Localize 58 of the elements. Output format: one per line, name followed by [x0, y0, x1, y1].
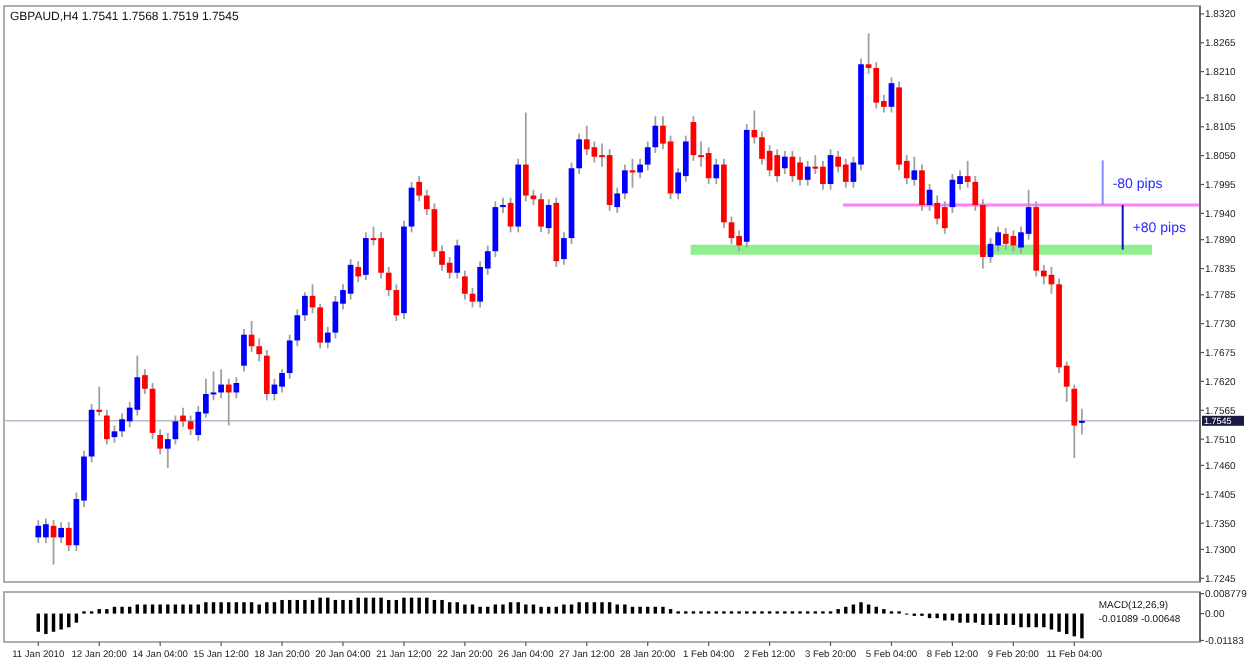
candlestick [820, 160, 826, 191]
candlestick [995, 225, 1001, 253]
candlestick [705, 146, 712, 185]
candlestick [462, 269, 468, 301]
candlestick [835, 150, 842, 174]
candlestick [919, 163, 925, 212]
candlestick [157, 428, 164, 456]
candlestick [637, 157, 643, 180]
candlestick [164, 431, 171, 469]
candlestick [35, 519, 42, 545]
candlestick [263, 349, 270, 402]
candlestick [591, 140, 598, 164]
candlestick [1079, 407, 1085, 436]
candlestick [218, 368, 224, 400]
candlestick [941, 200, 948, 235]
candlestick [713, 157, 720, 185]
candlestick [355, 260, 362, 284]
candlestick [65, 521, 72, 552]
candlestick [759, 130, 765, 166]
candlestick [256, 337, 263, 363]
candlestick [583, 124, 590, 157]
candlestick [1002, 227, 1009, 251]
candlestick [439, 244, 445, 272]
candlestick [119, 412, 125, 438]
candlestick [423, 188, 430, 216]
candlestick [736, 229, 742, 253]
candlestick [103, 408, 110, 446]
candlestick [842, 157, 849, 189]
candlestick [210, 370, 217, 402]
candlestick [1040, 263, 1047, 286]
candlestick [576, 132, 582, 175]
candlestick [180, 406, 186, 428]
candlestick [279, 368, 285, 394]
candlestick [43, 517, 49, 545]
candlestick [934, 194, 941, 226]
candlestick [804, 160, 811, 187]
candlestick [522, 111, 529, 203]
candlestick [781, 150, 788, 175]
candlestick [378, 231, 384, 280]
candlestick [545, 198, 552, 235]
candlestick [96, 385, 103, 417]
candlestick [622, 163, 628, 201]
candlestick [500, 196, 506, 214]
candlestick [911, 155, 918, 187]
candlestick [561, 231, 567, 266]
candlestick [302, 291, 308, 322]
candlestick [454, 238, 461, 280]
candlestick [362, 231, 369, 281]
candlestick [774, 148, 781, 183]
candlestick [416, 175, 423, 203]
candlestick [58, 521, 64, 545]
candlestick [797, 155, 803, 187]
candlestick [142, 368, 148, 395]
candlestick [241, 328, 247, 373]
candlestick [317, 302, 323, 350]
candlestick [446, 256, 453, 280]
candlestick [538, 192, 544, 234]
candlestick [225, 377, 232, 427]
